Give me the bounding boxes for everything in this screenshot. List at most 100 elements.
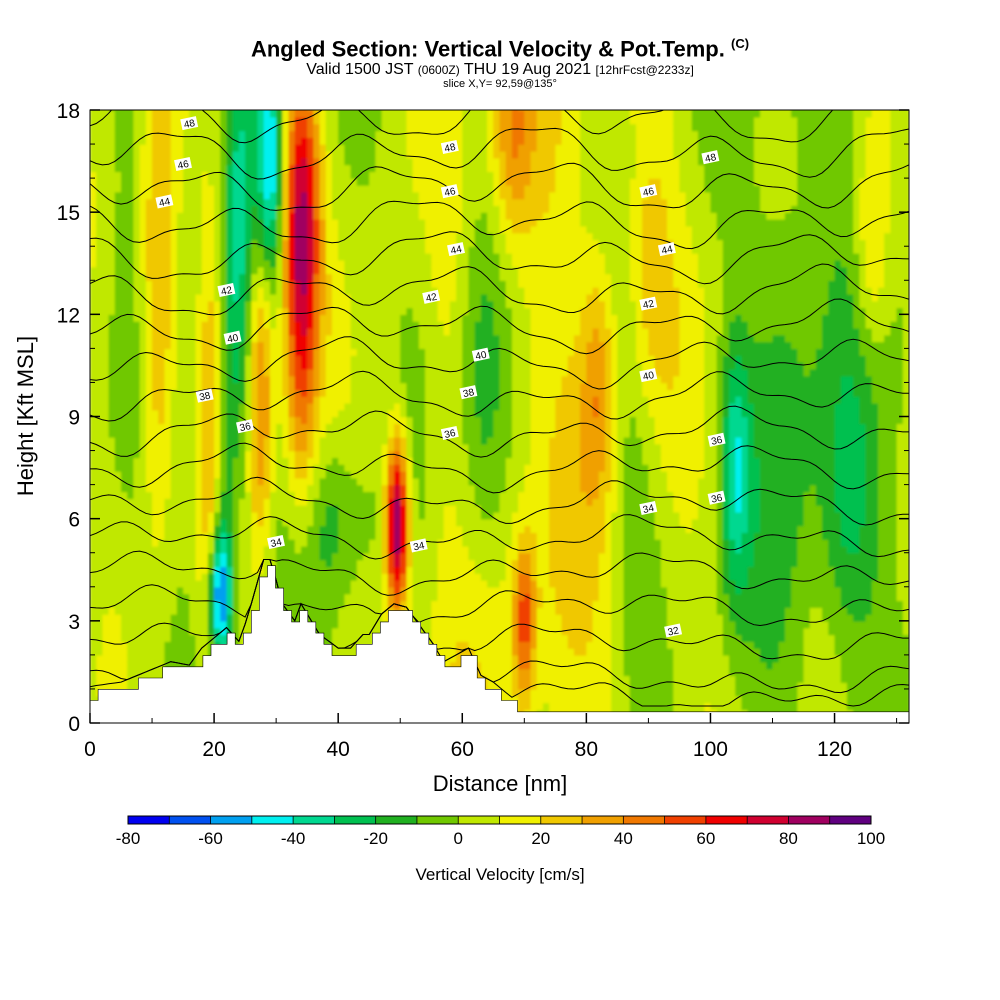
terrain-profile <box>90 565 909 723</box>
contour-label-text: 36 <box>444 428 458 441</box>
contour-label-text: 42 <box>425 292 439 305</box>
contour-label: 34 <box>267 534 285 550</box>
contour-label: 34 <box>639 500 658 516</box>
contour-label: 46 <box>174 156 192 172</box>
isotherm-41 <box>90 336 909 390</box>
colorbar-title: Vertical Velocity [cm/s] <box>415 865 584 884</box>
contour-label-text: 34 <box>412 540 426 553</box>
contour-label: 36 <box>236 419 254 434</box>
isotherm-46 <box>90 162 909 211</box>
x-tick-label: 20 <box>202 738 225 761</box>
colorbar-tick-label: 80 <box>779 829 798 848</box>
contour-label: 46 <box>639 184 658 199</box>
contour-label: 42 <box>422 289 441 305</box>
valid-time: Valid 1500 JST <box>306 61 414 78</box>
contour-label-text: 38 <box>462 387 476 400</box>
contour-label: 38 <box>195 388 214 404</box>
contour-label-text: 34 <box>642 503 656 516</box>
colorbar-swatch <box>251 816 294 824</box>
contour-label: 36 <box>440 425 459 441</box>
chart-title-unit: (C) <box>731 36 750 51</box>
colorbar-tick-label: 20 <box>531 829 550 848</box>
contour-label-text: 36 <box>710 493 724 506</box>
colorbar-swatch <box>540 816 583 824</box>
contour-label-text: 40 <box>475 350 489 363</box>
contour-label: 36 <box>707 432 726 448</box>
y-axis-title: Height [Kft MSL] <box>13 336 38 496</box>
contour-labels: 34 34 34 32 36 36 36 36 38 38 40 40 40 42 42 42 44 44 44 46… <box>155 116 726 639</box>
valid-time-utc: (0600Z) <box>417 63 460 77</box>
colorbar-tick-label: -60 <box>198 829 223 848</box>
colorbar-swatch <box>293 816 335 824</box>
colorbar-swatch <box>416 816 459 824</box>
slice-info: slice X,Y= 92,59@135° <box>443 78 557 90</box>
isotherm-47 <box>90 127 909 180</box>
contour-label-text: 32 <box>667 625 681 638</box>
isotherm-34 <box>90 559 909 627</box>
contour-label-text: 34 <box>270 537 284 550</box>
contour-label-text: 46 <box>642 186 656 199</box>
x-tick-label: 40 <box>327 738 350 761</box>
colorbar-swatch <box>747 816 789 824</box>
x-axis-title: Distance [nm] <box>433 771 568 796</box>
contour-label: 42 <box>217 282 236 298</box>
contour-label: 42 <box>639 296 658 312</box>
contour-label-text: 40 <box>226 333 240 346</box>
colorbar: -80 -60 -40 -20 0 20 40 60 80 100 <box>116 815 885 848</box>
isotherm-44 <box>90 231 909 285</box>
x-tick-label: 0 <box>84 738 96 761</box>
isotherm-35 <box>90 550 909 596</box>
x-tick-label: 120 <box>817 738 852 761</box>
isotherm-40 <box>90 370 909 422</box>
pot-temp-contours <box>90 110 909 707</box>
colorbar-tick-label: 100 <box>857 829 885 848</box>
contour-label-text: 42 <box>220 285 234 298</box>
colorbar-swatch <box>705 816 748 824</box>
colorbar-tick-label: 40 <box>614 829 633 848</box>
contour-label-text: 40 <box>642 370 656 383</box>
contour-label: 36 <box>707 490 726 506</box>
colorbar-swatch <box>664 816 707 824</box>
contour-label-text: 48 <box>444 142 458 155</box>
y-tick-label: 3 <box>68 611 80 634</box>
colorbar-swatch <box>169 816 211 824</box>
contour-label-text: 48 <box>704 152 718 165</box>
contour-label-text: 46 <box>444 186 458 199</box>
contour-label: 44 <box>155 194 174 209</box>
colorbar-swatch <box>788 816 831 824</box>
isotherm-37 <box>90 476 909 526</box>
contour-label-text: 48 <box>183 118 197 131</box>
colorbar-swatch <box>499 816 542 824</box>
contour-label-text: 36 <box>710 435 724 448</box>
contour-label: 32 <box>664 623 683 639</box>
contour-label-text: 44 <box>661 244 675 257</box>
contour-label-text: 44 <box>450 244 464 257</box>
x-tick-label: 80 <box>575 738 598 761</box>
chart-title-text: Angled Section: Vertical Velocity & Pot.… <box>250 36 725 62</box>
terrain <box>90 565 909 723</box>
contour-label-text: 42 <box>642 298 656 311</box>
y-tick-label: 18 <box>57 100 80 123</box>
contour-label-text: 46 <box>177 159 191 172</box>
contour-label: 48 <box>180 116 199 131</box>
contour-label: 46 <box>440 184 459 199</box>
colorbar-swatch <box>458 816 500 824</box>
colorbar-tick-label: 0 <box>453 829 462 848</box>
chart-title: Angled Section: Vertical Velocity & Pot.… <box>0 36 1000 62</box>
contour-label: 48 <box>701 150 720 165</box>
isotherm-36 <box>90 514 909 560</box>
contour-label: 40 <box>471 347 490 363</box>
x-tick-label: 60 <box>451 738 474 761</box>
isotherm-48 <box>90 110 834 144</box>
colorbar-swatch <box>829 816 872 824</box>
colorbar-swatch <box>582 816 624 824</box>
colorbar-swatch <box>334 816 376 824</box>
chart-subtitle: Valid 1500 JST (0600Z) THU 19 Aug 2021 [… <box>0 61 1000 79</box>
colorbar-swatch <box>210 816 253 824</box>
colorbar-tick-label: -40 <box>281 829 306 848</box>
contour-label: 38 <box>459 385 478 400</box>
isotherm-45 <box>90 200 909 250</box>
colorbar-swatch <box>128 816 170 824</box>
contour-label: 40 <box>639 368 658 383</box>
